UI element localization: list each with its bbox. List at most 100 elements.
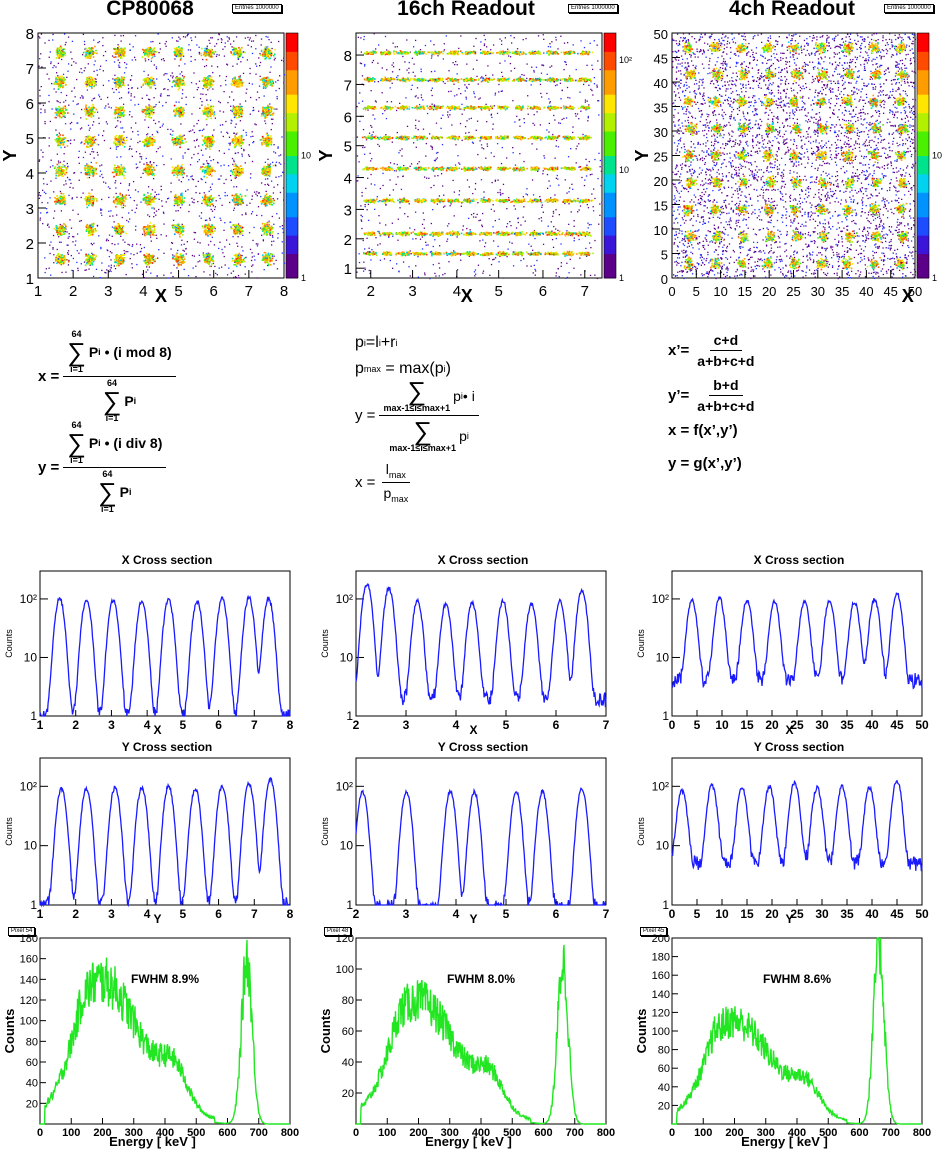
cluster-point (92, 137, 94, 140)
noise-point (265, 87, 267, 89)
cluster-point (181, 107, 184, 109)
cluster-point (57, 139, 59, 142)
cluster-point (57, 167, 59, 170)
noise-point (78, 150, 80, 152)
noise-point (199, 260, 201, 262)
cluster-point (263, 165, 265, 168)
cluster-point (201, 169, 204, 172)
cluster-point (59, 75, 62, 78)
noise-point (252, 135, 254, 138)
noise-point (73, 172, 75, 174)
cluster-point (235, 84, 237, 86)
cluster-point (56, 163, 59, 166)
cluster-point (235, 116, 238, 119)
cluster-point (143, 139, 146, 141)
noise-point (272, 161, 274, 164)
cluster-point (181, 108, 183, 110)
cluster-point (265, 114, 267, 116)
noise-point (271, 122, 273, 125)
cluster-point (240, 134, 243, 137)
noise-point (55, 129, 57, 131)
cluster-point (265, 137, 268, 140)
cluster-point (172, 141, 175, 143)
cluster-point (204, 111, 206, 114)
cluster-point (63, 115, 66, 118)
cluster-point (59, 80, 62, 83)
noise-point (266, 264, 269, 267)
cluster-point (55, 80, 57, 83)
cluster-point (86, 83, 89, 86)
cluster-point (63, 112, 65, 114)
cluster-point (55, 134, 58, 136)
noise-point (80, 127, 83, 129)
noise-point (174, 142, 177, 144)
noise-point (137, 87, 139, 89)
cluster-point (234, 50, 237, 53)
cluster-point (266, 82, 269, 85)
cluster-point (121, 78, 123, 81)
cluster-point (267, 48, 270, 50)
cluster-point (87, 53, 90, 55)
cluster-point (146, 142, 149, 144)
noise-point (67, 253, 70, 255)
cluster-point (95, 162, 98, 164)
cluster-point (180, 80, 183, 83)
cluster-point (118, 106, 121, 109)
cluster-point (114, 169, 117, 171)
noise-point (201, 129, 204, 132)
cluster-point (263, 168, 266, 171)
cluster-point (263, 84, 266, 87)
cluster-point (123, 136, 126, 139)
noise-point (140, 86, 143, 88)
cluster-point (150, 86, 152, 89)
cluster-point (57, 135, 60, 138)
cluster-point (92, 170, 95, 173)
noise-point (183, 168, 185, 171)
noise-point (73, 61, 75, 63)
noise-point (187, 148, 189, 150)
cluster-point (234, 108, 237, 111)
noise-point (135, 151, 138, 153)
noise-point (252, 141, 254, 144)
noise-point (149, 236, 152, 238)
noise-point (246, 204, 248, 206)
noise-point (92, 121, 95, 123)
cluster-point (88, 135, 91, 138)
cluster-point (61, 110, 64, 113)
cluster-point (237, 110, 239, 113)
cluster-point (54, 83, 56, 85)
cluster-point (203, 78, 205, 80)
cluster-point (268, 83, 270, 86)
cluster-point (85, 173, 87, 176)
cluster-point (113, 175, 115, 178)
cluster-point (263, 140, 266, 143)
noise-point (137, 103, 140, 106)
cluster-point (239, 107, 241, 110)
cluster-point (89, 84, 92, 87)
cluster-point (148, 82, 151, 85)
noise-point (41, 201, 43, 204)
cluster-point (270, 52, 273, 55)
cluster-point (117, 83, 119, 85)
noise-point (131, 245, 133, 248)
noise-point (178, 179, 180, 181)
cluster-point (207, 164, 210, 166)
cluster-point (150, 53, 153, 56)
noise-point (274, 108, 276, 110)
cluster-point (234, 163, 237, 165)
noise-point (50, 274, 52, 276)
cluster-point (150, 57, 153, 60)
noise-point (186, 175, 188, 177)
cluster-point (120, 107, 122, 109)
noise-point (73, 236, 75, 238)
noise-point (223, 255, 225, 258)
noise-point (276, 198, 279, 200)
noise-point (78, 252, 80, 254)
noise-point (131, 263, 133, 265)
noise-point (261, 113, 263, 115)
cluster-point (233, 82, 235, 85)
noise-point (172, 254, 174, 256)
cluster-point (116, 107, 119, 109)
cluster-point (235, 111, 238, 114)
cluster-point (114, 164, 116, 167)
